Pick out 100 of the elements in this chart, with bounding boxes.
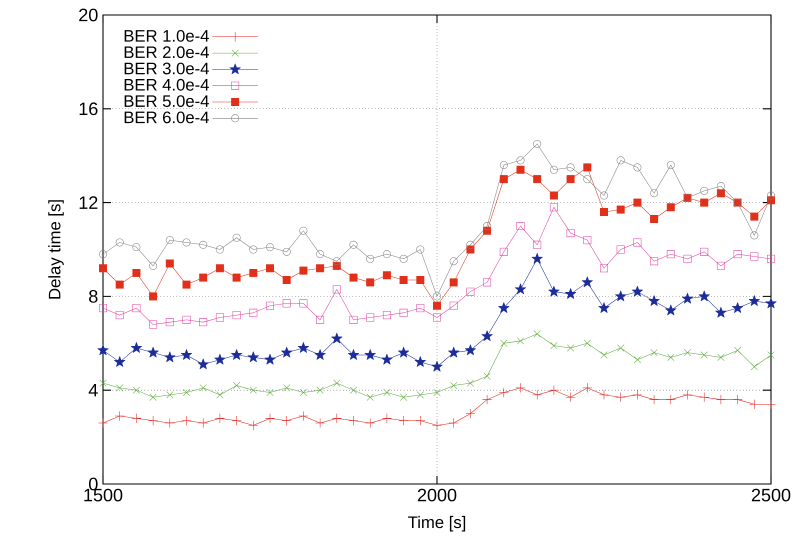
- x-tick-label: 2000: [418, 488, 456, 502]
- point: [266, 302, 274, 310]
- point: [598, 302, 610, 313]
- point: [665, 304, 676, 316]
- point: [700, 351, 708, 359]
- point: [332, 257, 341, 266]
- point: [650, 189, 658, 198]
- point: [450, 278, 458, 286]
- point: [448, 346, 460, 358]
- point: [99, 304, 108, 312]
- point: [199, 274, 208, 282]
- point: [566, 175, 575, 184]
- point: [366, 394, 374, 401]
- point: [766, 192, 776, 200]
- point: [266, 388, 274, 396]
- point: [149, 292, 158, 300]
- legend-label: BER 1.0e-4: [124, 30, 209, 42]
- point: [715, 306, 726, 318]
- point: [316, 250, 324, 258]
- point: [633, 198, 642, 207]
- point: [466, 240, 474, 249]
- point: [99, 380, 107, 387]
- point: [332, 285, 341, 294]
- point: [400, 276, 408, 284]
- point: [650, 257, 658, 266]
- point: [331, 332, 342, 344]
- point: [732, 394, 743, 405]
- point: [232, 416, 242, 426]
- point: [684, 349, 692, 356]
- point: [381, 354, 392, 364]
- legend-label: BER 2.0e-4: [124, 46, 209, 58]
- legend-label: BER 4.0e-4: [124, 78, 209, 91]
- point: [264, 354, 276, 364]
- point: [97, 344, 109, 356]
- point: [116, 238, 124, 246]
- point: [282, 276, 291, 284]
- y-tick-label: 8: [89, 290, 98, 303]
- point: [99, 250, 108, 258]
- point: [216, 391, 224, 398]
- point: [700, 248, 708, 256]
- point: [416, 391, 424, 398]
- point: [600, 351, 608, 359]
- point: [114, 356, 126, 367]
- point: [464, 344, 476, 356]
- y-tick-label: 16: [80, 102, 98, 116]
- point: [382, 311, 391, 320]
- point: [214, 354, 226, 364]
- point: [114, 411, 125, 421]
- point: [316, 386, 324, 394]
- point: [382, 271, 391, 280]
- point: [582, 382, 592, 393]
- point: [698, 290, 710, 302]
- point: [432, 313, 442, 322]
- point: [448, 418, 459, 428]
- point: [166, 318, 174, 326]
- point: [699, 392, 710, 402]
- point: [350, 274, 358, 282]
- point: [248, 351, 259, 362]
- point: [616, 206, 625, 214]
- point: [548, 385, 559, 396]
- point: [750, 212, 758, 221]
- x-tick-label: 1500: [84, 488, 122, 502]
- point: [550, 203, 558, 212]
- point: [249, 245, 258, 254]
- point: [450, 302, 458, 310]
- point: [584, 340, 591, 347]
- point: [716, 262, 725, 270]
- point: [583, 163, 592, 172]
- point: [182, 388, 190, 396]
- point: [682, 390, 692, 400]
- point: [182, 238, 191, 246]
- point: [615, 290, 626, 302]
- point: [148, 346, 159, 358]
- point: [132, 243, 140, 252]
- point: [548, 286, 560, 296]
- point: [466, 380, 474, 387]
- point: [750, 231, 758, 240]
- point: [498, 388, 509, 398]
- point: [533, 140, 542, 148]
- point: [250, 386, 257, 394]
- point: [200, 384, 207, 392]
- point: [400, 308, 408, 317]
- point: [450, 257, 458, 266]
- point: [131, 413, 142, 424]
- point: [116, 280, 124, 289]
- point: [516, 166, 525, 174]
- point: [432, 292, 442, 300]
- point: [332, 413, 342, 424]
- point: [683, 254, 692, 263]
- point: [365, 418, 376, 428]
- point: [500, 248, 508, 256]
- point: [400, 254, 408, 263]
- point: [299, 226, 308, 235]
- point: [265, 413, 275, 424]
- point: [500, 161, 508, 170]
- point: [734, 346, 742, 354]
- point: [498, 302, 510, 313]
- x-axis-title: Time [s]: [408, 516, 466, 532]
- point: [634, 356, 641, 364]
- point: [232, 234, 241, 242]
